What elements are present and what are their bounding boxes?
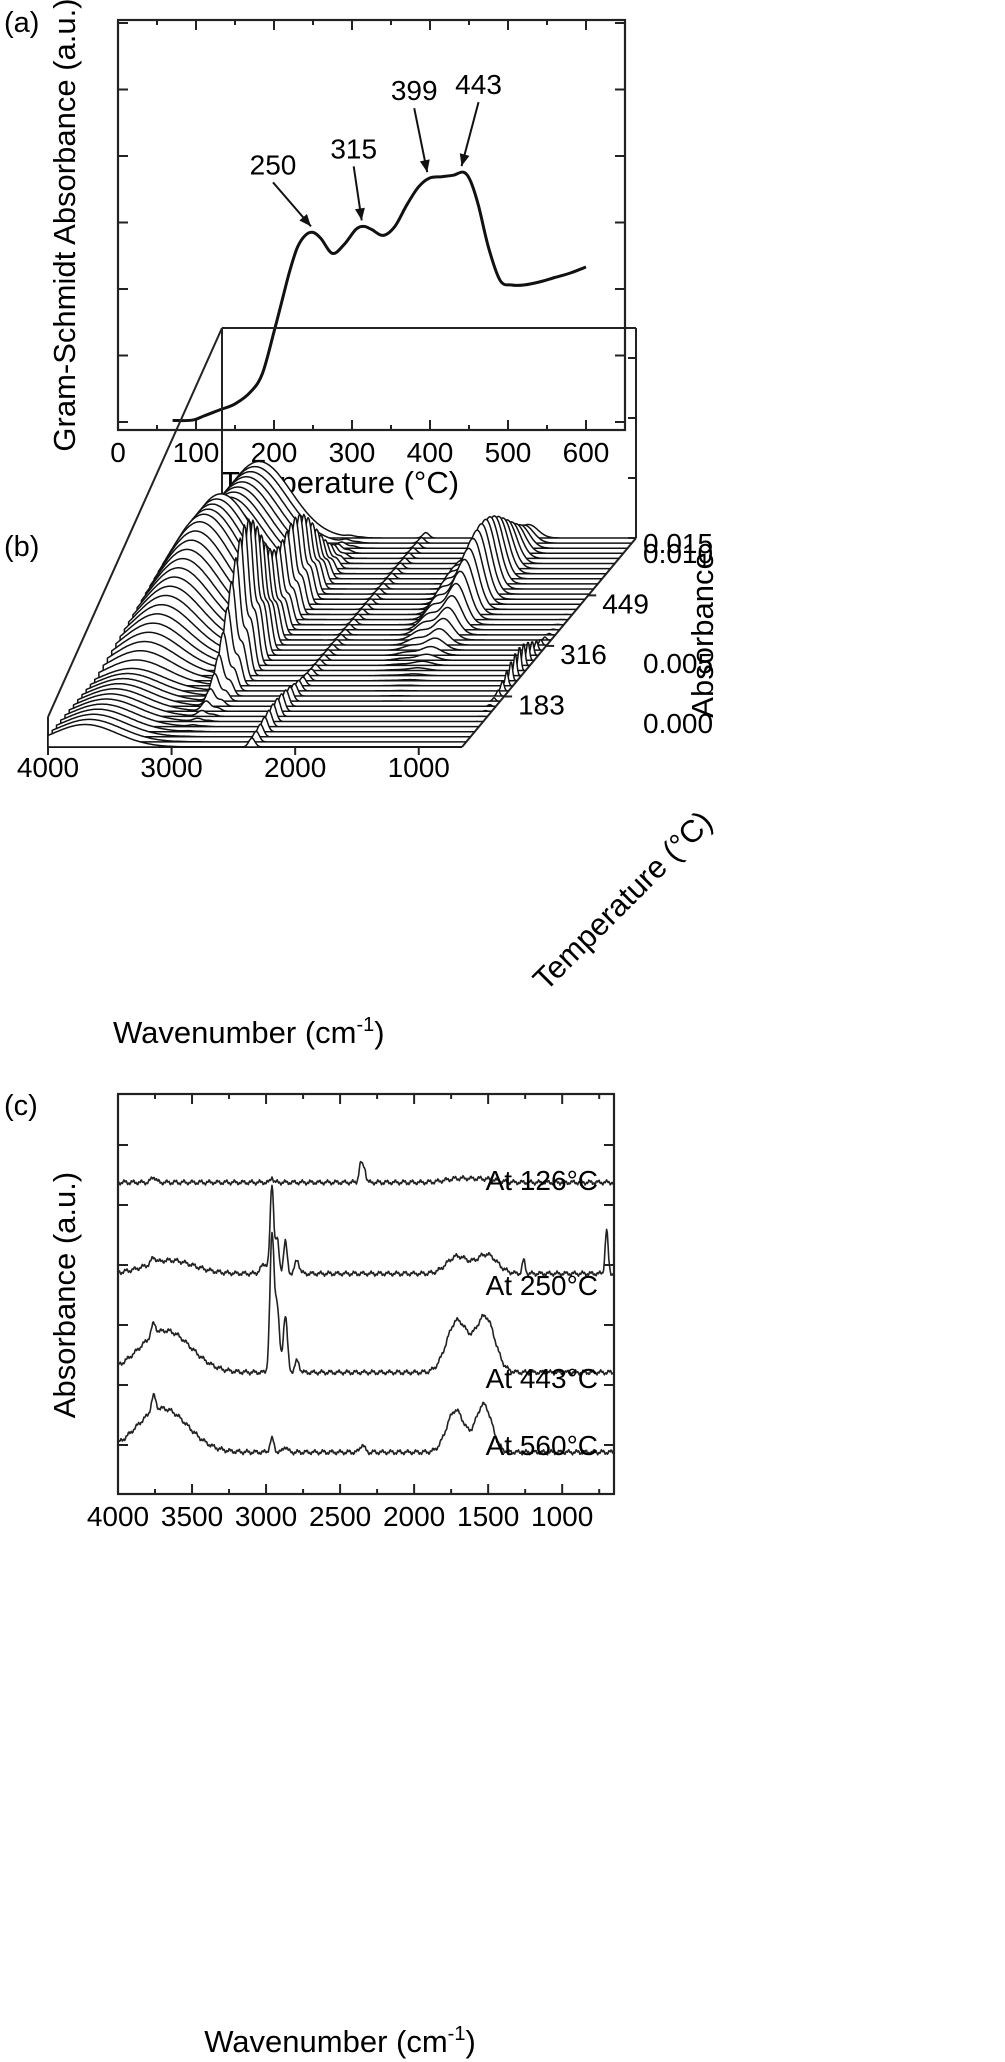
spectrum-trace — [47, 723, 463, 748]
a-xtick-label-600: 600 — [563, 437, 610, 468]
c-xlabel-main: Wavenumber (cm — [204, 2024, 447, 2059]
panel-c-x-tick-labels: 4000 3500 3000 2500 2000 1500 1000 — [87, 1501, 593, 1532]
b-ytick-label-449: 449 — [602, 588, 649, 619]
panel-b-waterfall-spectra — [47, 460, 637, 748]
annotation-443: 443 — [455, 69, 502, 100]
panel-b-x-tick-labels: 4000 3000 2000 1000 — [17, 752, 450, 783]
b-xlabel-main: Wavenumber (cm — [113, 1015, 356, 1050]
panel-b-label: (b) — [4, 531, 39, 563]
series-line-1 — [117, 1184, 615, 1277]
annotation-250: 250 — [250, 149, 297, 180]
panel-c-series-labels: At 126°C At 250°C At 443°C At 560°C — [486, 1165, 598, 1461]
b-xtick-label-4000: 4000 — [17, 752, 79, 783]
a-xtick-label-100: 100 — [173, 437, 220, 468]
c-xtick-label-3500: 3500 — [161, 1501, 223, 1532]
spectrum-trace — [68, 698, 484, 723]
b-xtick-label-2000: 2000 — [264, 752, 326, 783]
b-ztick-label-0.005: 0.005 — [643, 648, 713, 679]
annotation-arrowhead — [354, 207, 365, 221]
c-xtick-label-1000: 1000 — [531, 1501, 593, 1532]
c-xtick-label-3000: 3000 — [235, 1501, 297, 1532]
c-xtick-label-1500: 1500 — [457, 1501, 519, 1532]
series-label-126: At 126°C — [486, 1165, 598, 1196]
panel-a-annotation-arrows — [272, 101, 480, 228]
b-ytick-label-316: 316 — [560, 639, 607, 670]
b-ztick-label-0.000: 0.000 — [643, 708, 713, 739]
panel-b: (b) 4000 3000 2000 1000 0.015 0.010 0.00… — [4, 327, 720, 1050]
panel-a-annotations: 250 315 399 443 — [250, 69, 502, 180]
b-ztick-label-0.010: 0.010 — [643, 538, 713, 569]
panel-b-z-tick-labels: 0.015 0.010 0.005 0.000 — [643, 528, 713, 739]
series-line-0 — [117, 1160, 615, 1186]
panel-a-ticks — [117, 20, 625, 430]
panel-c-series-lines — [117, 1160, 615, 1456]
panel-c-frame — [116, 1092, 616, 1496]
spectrum-trace — [72, 693, 488, 718]
b-xtick-label-3000: 3000 — [140, 752, 202, 783]
annotation-399: 399 — [391, 75, 438, 106]
b-xtick-label-1000: 1000 — [388, 752, 450, 783]
panel-c: (c) 4000 3500 3000 2500 2000 1500 1000 A… — [4, 1090, 616, 2059]
c-xtick-label-2500: 2500 — [309, 1501, 371, 1532]
c-xlabel-sup: -1 — [448, 2023, 466, 2045]
panel-a-tick-labels: 0 100 200 300 400 500 600 — [110, 437, 609, 468]
series-label-443: At 443°C — [486, 1363, 598, 1394]
a-xtick-label-300: 300 — [329, 437, 376, 468]
a-xtick-label-0: 0 — [110, 437, 126, 468]
panel-a: (a) 0 100 200 300 400 500 600 250 315 39… — [4, 0, 627, 500]
b-left-diagonal-edge — [47, 327, 223, 718]
series-label-250: At 250°C — [486, 1270, 598, 1301]
panel-b-temperature-tick-labels: 183 316 449 — [518, 588, 649, 720]
c-xlabel-tail: ) — [465, 2024, 475, 2059]
annotation-arrowhead — [419, 159, 430, 173]
panel-a-y-axis-title: Gram-Schmidt Absorbance (a.u.) — [47, 0, 82, 452]
spectrum-trace — [212, 470, 628, 549]
panel-c-label: (c) — [4, 1090, 38, 1122]
b-xlabel-sup: -1 — [356, 1014, 374, 1036]
a-xtick-label-500: 500 — [485, 437, 532, 468]
panel-a-label: (a) — [4, 7, 39, 39]
spectrum-trace — [140, 547, 556, 636]
panel-c-ticks — [117, 1094, 614, 1494]
panel-c-x-axis-title: Wavenumber (cm-1) — [204, 2023, 476, 2059]
annotation-arrowhead — [299, 214, 311, 227]
b-ytick-label-183: 183 — [518, 689, 565, 720]
annotation-arrowhead — [459, 153, 470, 167]
series-line-2 — [117, 1231, 615, 1376]
annotation-315: 315 — [330, 133, 377, 164]
panel-c-y-axis-title: Absorbance (a.u.) — [47, 1172, 82, 1418]
panel-b-temperature-axis-title: Temperature (°C) — [526, 804, 719, 997]
panel-a-frame — [116, 18, 627, 432]
spectrum-trace — [144, 548, 560, 631]
b-xlabel-tail: ) — [374, 1015, 384, 1050]
panel-b-x-axis-title: Wavenumber (cm-1) — [113, 1014, 385, 1050]
spectrum-trace — [76, 688, 492, 713]
b-temperature-axis — [461, 537, 637, 748]
panel-b-z-axis-title: Absorbance — [685, 552, 720, 717]
c-xtick-label-4000: 4000 — [87, 1501, 149, 1532]
series-label-560: At 560°C — [486, 1430, 598, 1461]
a-xtick-label-400: 400 — [407, 437, 454, 468]
series-line-3 — [117, 1392, 615, 1456]
b-ztick-label-0.015: 0.015 — [643, 528, 713, 559]
panel-a-series-line — [172, 170, 587, 423]
panel-b-ticks — [47, 357, 636, 755]
c-xtick-label-2000: 2000 — [383, 1501, 445, 1532]
